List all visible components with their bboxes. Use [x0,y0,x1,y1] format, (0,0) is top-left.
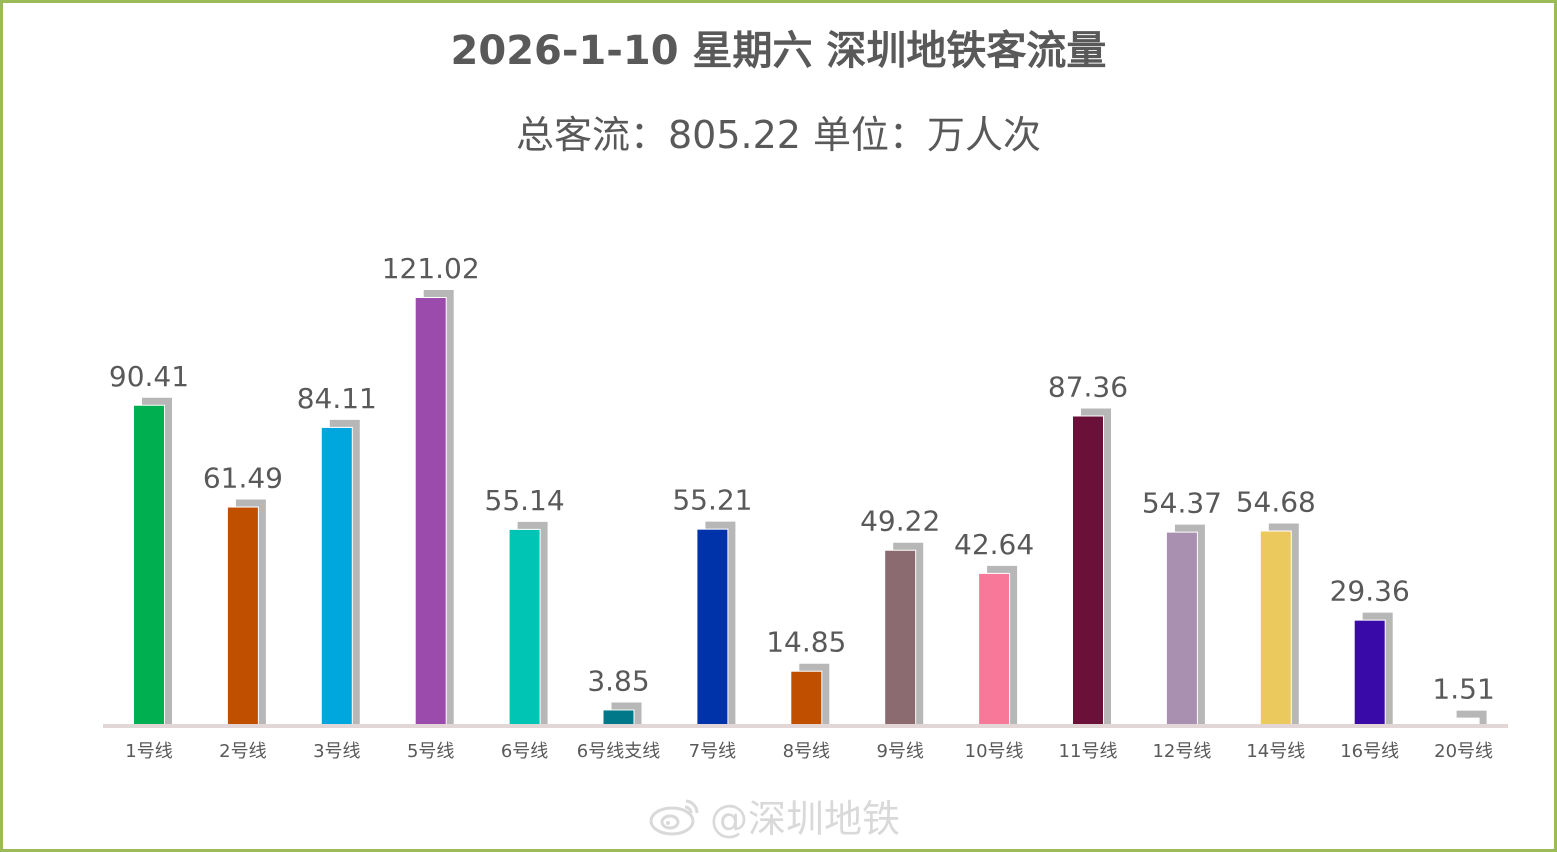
bar-shadow [142,397,172,724]
data-label: 90.41 [109,360,189,393]
bar [134,405,164,724]
data-label: 29.36 [1330,575,1410,608]
bar-shadow [329,419,360,724]
chart-title: 2026-1-10 星期六 深圳地铁客流量 [450,28,1107,74]
data-label: 84.11 [297,382,377,415]
x-tick-label: 12号线 [1152,741,1211,762]
bar-group: 61.49 2号线 [203,462,283,762]
bar [603,710,634,724]
bar-group: 54.68 14号线 [1236,486,1316,762]
x-tick-label: 20号线 [1434,741,1493,762]
bar-shadow [611,702,642,724]
x-tick-label: 1号线 [125,741,172,762]
x-tick-label: 14号线 [1246,741,1305,762]
data-label: 49.22 [860,505,940,538]
data-label: 3.85 [587,664,649,697]
bar [1260,531,1291,724]
bar [1448,718,1479,724]
x-tick-label: 2号线 [219,741,266,762]
bar [1073,416,1103,724]
x-tick-label: 6号线 [501,741,548,762]
chart-subtitle: 总客流：805.22 单位：万人次 [515,113,1042,157]
bar-shadow [799,663,830,724]
bar-shadow [987,565,1018,724]
bar-group: 29.36 16号线 [1330,575,1410,762]
data-label: 61.49 [203,462,283,495]
x-tick-label: 9号线 [876,741,923,762]
data-label: 54.68 [1236,486,1316,519]
data-label: 42.64 [954,528,1034,561]
bar-shadow [235,499,266,724]
x-tick-label: 5号线 [407,741,454,762]
watermark: @深圳地铁 [648,790,901,841]
bar-shadow [1362,612,1393,724]
bar-shadow [1174,524,1205,724]
watermark-text: @深圳地铁 [710,796,901,841]
x-tick-label: 10号线 [965,741,1024,762]
bar-group: 54.37 12号线 [1142,487,1222,762]
bar [697,529,728,724]
bar-group: 49.22 9号线 [860,505,940,762]
weibo-icon [649,799,699,836]
bar-shadow [517,521,548,724]
data-label: 1.51 [1432,673,1494,706]
bar-group: 42.64 10号线 [954,528,1034,762]
bar [509,529,540,724]
bar-group: 3.85 6号线支线 [577,664,660,762]
bar [791,671,822,724]
data-label: 87.36 [1048,370,1128,403]
data-label: 121.02 [382,252,480,285]
bar-group: 55.21 7号线 [672,484,752,762]
x-tick-label: 7号线 [689,741,736,762]
bar [227,507,258,724]
bar-shadow [893,542,924,724]
bar-group: 1.51 20号线 [1432,673,1494,762]
bar-group: 90.41 1号线 [109,360,189,762]
bar [885,550,916,724]
bar [415,298,446,724]
bar-shadow [1268,523,1299,724]
bar-shadow [1081,408,1111,724]
x-tick-label: 11号线 [1059,741,1118,762]
bar-shadow [1456,710,1487,724]
data-label: 54.37 [1142,487,1222,520]
bar [979,573,1010,724]
bar-group: 84.11 3号线 [297,382,377,762]
bar-group: 87.36 11号线 [1048,370,1128,762]
x-tick-label: 6号线支线 [577,741,660,762]
bar-group: 121.02 5号线 [382,252,480,762]
data-label: 55.14 [485,484,565,517]
bar [1166,532,1197,724]
bar-shadow [705,521,736,724]
bar-shadow [423,290,454,724]
x-tick-label: 3号线 [313,741,360,762]
x-tick-label: 16号线 [1340,741,1399,762]
data-label: 55.21 [672,484,752,517]
bar-group: 55.14 6号线 [485,484,565,762]
data-label: 14.85 [766,626,846,659]
x-tick-label: 8号线 [783,741,830,762]
bar [1354,620,1385,724]
bar [321,427,352,724]
bar-group: 14.85 8号线 [766,626,846,762]
